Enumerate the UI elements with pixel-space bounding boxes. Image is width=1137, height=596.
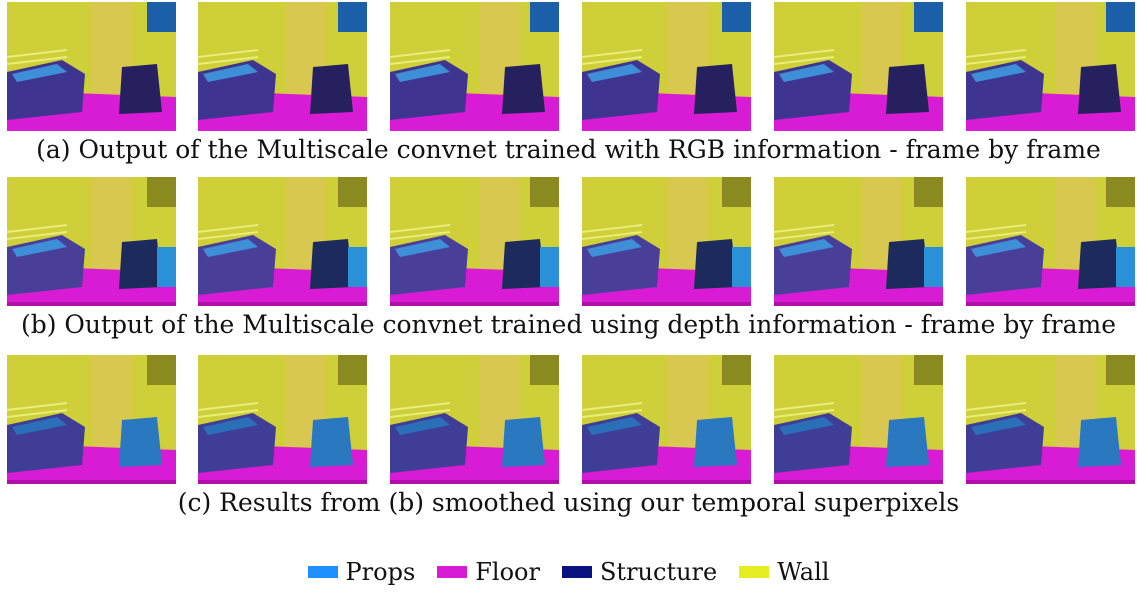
segmentation-frame-b-3 <box>390 177 559 306</box>
caption-a: (a) Output of the Multiscale convnet tra… <box>36 135 1101 164</box>
legend-swatch-props <box>307 566 338 578</box>
segmentation-frame-b-1 <box>7 177 176 306</box>
frame-row-b <box>7 177 1135 306</box>
segmentation-frame-c-2 <box>198 355 367 484</box>
legend-swatch-wall <box>739 566 770 578</box>
legend-swatch-structure <box>561 566 592 578</box>
segmentation-frame-a-3 <box>390 2 559 131</box>
legend-label-structure: Structure <box>599 558 718 586</box>
legend-item-structure: Structure <box>561 558 718 586</box>
legend-item-floor: Floor <box>437 558 540 586</box>
legend-item-wall: Wall <box>739 558 829 586</box>
legend-swatch-floor <box>437 566 468 578</box>
legend-label-floor: Floor <box>475 558 540 586</box>
segmentation-frame-a-1 <box>7 2 176 131</box>
frame-row-c <box>7 355 1135 484</box>
segmentation-frame-a-5 <box>774 2 943 131</box>
segmentation-frame-b-2 <box>198 177 367 306</box>
segmentation-frame-c-3 <box>390 355 559 484</box>
legend: Props Floor Structure Wall <box>0 555 1137 589</box>
legend-label-props: Props <box>345 558 416 586</box>
segmentation-frame-b-4 <box>582 177 751 306</box>
segmentation-frame-a-6 <box>966 2 1135 131</box>
segmentation-frame-b-6 <box>966 177 1135 306</box>
segmentation-frame-b-5 <box>774 177 943 306</box>
frame-row-a <box>7 2 1135 131</box>
segmentation-frame-c-1 <box>7 355 176 484</box>
legend-item-props: Props <box>307 558 416 586</box>
segmentation-frame-c-5 <box>774 355 943 484</box>
segmentation-frame-a-4 <box>582 2 751 131</box>
segmentation-frame-c-6 <box>966 355 1135 484</box>
caption-c: (c) Results from (b) smoothed using our … <box>177 488 960 517</box>
caption-b: (b) Output of the Multiscale convnet tra… <box>20 310 1117 339</box>
segmentation-frame-a-2 <box>198 2 367 131</box>
segmentation-frame-c-4 <box>582 355 751 484</box>
legend-label-wall: Wall <box>777 558 830 586</box>
